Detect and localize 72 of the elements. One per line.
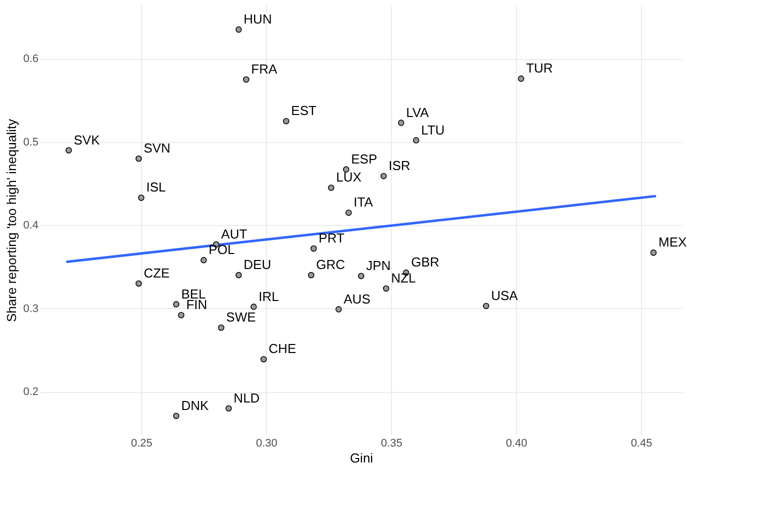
point bbox=[236, 272, 242, 278]
annotation: IRL bbox=[258, 288, 279, 304]
annotation: ISR bbox=[388, 158, 410, 174]
point bbox=[482, 302, 490, 310]
point bbox=[650, 250, 657, 256]
x-tick-label: 0.30 bbox=[256, 438, 278, 450]
annotation: GBR bbox=[411, 254, 440, 270]
annotation: POL bbox=[208, 242, 235, 258]
annotation: AUT bbox=[221, 226, 248, 242]
point bbox=[138, 194, 144, 201]
annotation: SVN bbox=[144, 140, 170, 156]
point bbox=[308, 272, 314, 278]
annotation: AUS bbox=[344, 291, 371, 306]
point bbox=[398, 120, 404, 126]
annotation: LVA bbox=[406, 104, 430, 120]
point bbox=[518, 76, 524, 82]
point bbox=[66, 147, 72, 154]
x-tick-label: 0.40 bbox=[506, 438, 528, 450]
annotation: CZE bbox=[144, 265, 170, 280]
point bbox=[178, 312, 184, 318]
point bbox=[335, 306, 342, 312]
point bbox=[380, 172, 387, 180]
y-tick-label: 0.6 bbox=[23, 53, 38, 66]
point bbox=[283, 118, 290, 124]
annotation: ESP bbox=[351, 151, 378, 166]
point bbox=[226, 405, 232, 412]
point bbox=[136, 280, 142, 287]
point bbox=[236, 26, 242, 33]
point bbox=[250, 304, 257, 310]
y-tick-label: 0.4 bbox=[23, 220, 38, 232]
point bbox=[310, 245, 317, 252]
point bbox=[412, 137, 420, 144]
x-tick-label: 0.45 bbox=[630, 438, 652, 450]
annotation: SWE bbox=[226, 310, 256, 325]
x-axis-title: Gini bbox=[350, 450, 374, 466]
annotation: PRT bbox=[318, 230, 344, 246]
y-tick-label: 0.2 bbox=[23, 386, 38, 398]
point bbox=[358, 272, 364, 280]
point bbox=[200, 257, 207, 264]
x-tick-label: 0.25 bbox=[131, 438, 152, 450]
annotation: DNK bbox=[181, 398, 209, 413]
annotation: LTU bbox=[421, 122, 445, 138]
point bbox=[136, 155, 142, 162]
annotation: SVK bbox=[74, 132, 100, 148]
point bbox=[342, 166, 350, 173]
annotation: ITA bbox=[354, 194, 374, 210]
point bbox=[382, 285, 390, 292]
annotation: ISL bbox=[146, 180, 166, 195]
y-axis-title: Share reporting 'too high' inequality bbox=[4, 118, 20, 322]
annotation: TUR bbox=[526, 60, 553, 76]
y-tick-label: 0.5 bbox=[23, 136, 38, 148]
annotation: FRA bbox=[251, 62, 278, 77]
annotation: USA bbox=[491, 288, 518, 303]
annotation: GRC bbox=[316, 257, 346, 272]
annotation: HUN bbox=[244, 12, 272, 27]
annotation: NLD bbox=[234, 390, 260, 406]
x-tick-label: 0.35 bbox=[380, 438, 402, 450]
point bbox=[218, 324, 224, 331]
point bbox=[328, 184, 334, 191]
annotation: CHE bbox=[268, 341, 296, 356]
annotation: JPN bbox=[366, 258, 391, 273]
annotation: MEX bbox=[658, 234, 688, 250]
annotation: LUX bbox=[336, 170, 362, 185]
annotation: NZL bbox=[391, 270, 416, 286]
point bbox=[243, 76, 250, 83]
point bbox=[173, 412, 180, 419]
annotation: DEU bbox=[244, 257, 272, 272]
point bbox=[345, 210, 352, 216]
annotation: EST bbox=[291, 103, 316, 118]
point bbox=[173, 301, 180, 308]
y-tick-label: 0.3 bbox=[23, 302, 38, 315]
point bbox=[260, 356, 267, 362]
